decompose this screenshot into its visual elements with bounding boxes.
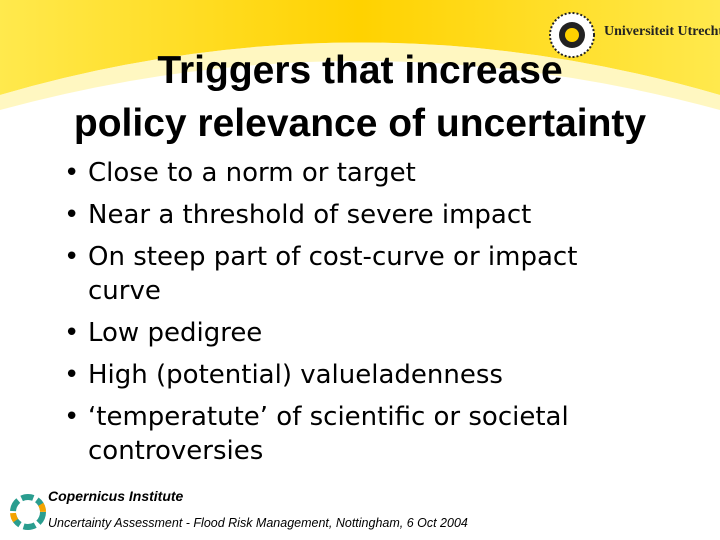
bullet-item: ‘temperatute’ of scientific or societal …: [64, 400, 648, 468]
title-line: Triggers that increase: [157, 49, 563, 92]
bullet-item: Close to a norm or target: [64, 156, 648, 190]
logo-text: Universiteit Utrecht: [604, 24, 720, 39]
bullet-item: High (potential) valueladenness: [64, 358, 648, 392]
bullet-item: Near a threshold of severe impact: [64, 198, 648, 232]
slide-title: Triggers that increase policy relevance …: [0, 44, 720, 150]
bullet-list: Close to a norm or target Near a threshol…: [64, 156, 648, 476]
title-line: policy relevance of uncertainty: [73, 102, 647, 145]
bullet-item: On steep part of cost-curve or impact cu…: [64, 240, 648, 308]
header-band-edge: [0, 42, 720, 110]
university-seal: [549, 12, 595, 58]
footer-institute: Copernicus Institute: [48, 488, 184, 504]
bullet-item: Low pedigree: [64, 316, 648, 350]
copernicus-logo: [10, 494, 46, 530]
header-band: [0, 0, 720, 95]
footer-event: Uncertainty Assessment - Flood Risk Mana…: [48, 516, 468, 530]
